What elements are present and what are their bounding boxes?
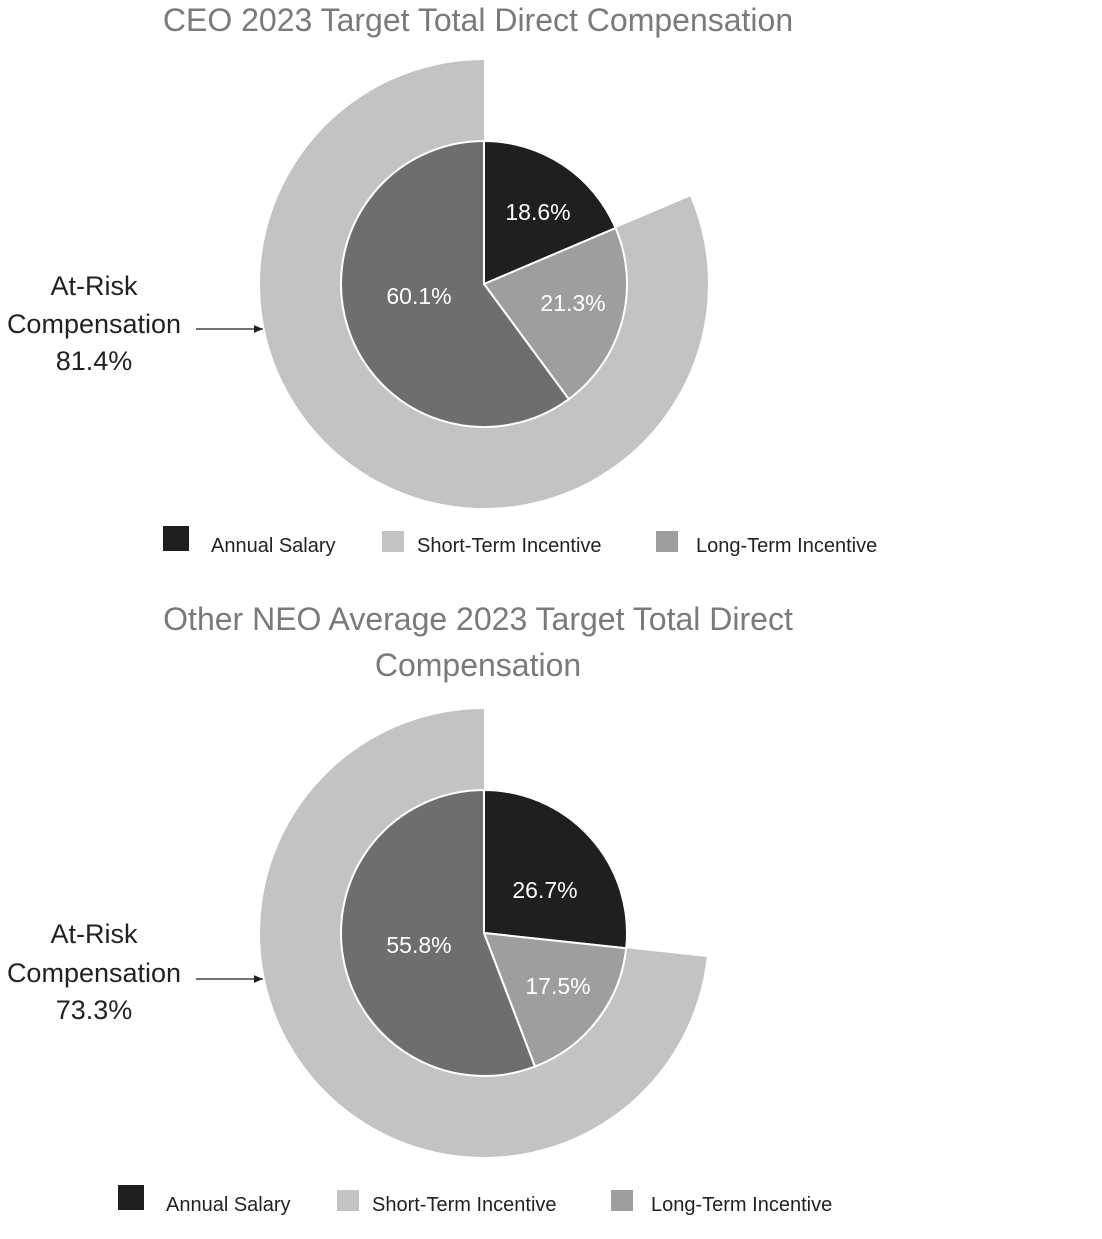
legend-label-short-term: Short-Term Incentive — [372, 1194, 557, 1216]
neo-slice-long-term — [340, 788, 537, 1077]
legend-swatch-short-term — [382, 531, 404, 552]
neo-chart: Other NEO Average 2023 Target Total Dire… — [7, 601, 832, 1216]
neo-callout-line1: At-Risk — [51, 919, 138, 949]
ceo-chart: CEO 2023 Target Total Direct Compensatio… — [7, 2, 877, 557]
ceo-outer-ring — [260, 60, 709, 508]
ceo-slice-long-term — [340, 139, 571, 428]
neo-slice-label-short-term: 17.5% — [525, 973, 590, 999]
legend-swatch-short-term — [337, 1190, 359, 1211]
neo-chart-title-line1: Other NEO Average 2023 Target Total Dire… — [163, 601, 793, 637]
ceo-legend: Annual Salary Short-Term Incentive Long-… — [163, 526, 877, 557]
neo-callout-line2: Compensation — [7, 958, 181, 988]
ceo-at-risk-callout: At-Risk Compensation 81.4% — [7, 271, 263, 376]
neo-chart-title-line2: Compensation — [375, 647, 581, 683]
ceo-outer-ring-at-risk — [260, 60, 709, 508]
ceo-slice-label-annual-salary: 18.6% — [505, 199, 570, 225]
neo-callout-value: 73.3% — [56, 995, 133, 1025]
ceo-slice-annual-salary — [483, 139, 617, 286]
legend-swatch-annual-salary — [163, 526, 189, 551]
legend-label-annual-salary: Annual Salary — [166, 1194, 291, 1216]
neo-slice-label-long-term: 55.8% — [386, 932, 451, 958]
legend-label-short-term: Short-Term Incentive — [417, 535, 602, 557]
ceo-callout-line1: At-Risk — [51, 271, 138, 301]
ceo-slice-label-long-term: 60.1% — [386, 283, 451, 309]
neo-outer-ring-at-risk — [260, 709, 707, 1157]
ceo-callout-line2: Compensation — [7, 309, 181, 339]
neo-slice-short-term — [482, 931, 628, 1068]
ceo-inner-pie — [340, 139, 628, 428]
legend-label-annual-salary: Annual Salary — [211, 535, 336, 557]
ceo-chart-title: CEO 2023 Target Total Direct Compensatio… — [163, 2, 793, 38]
legend-label-long-term: Long-Term Incentive — [696, 535, 877, 557]
neo-slice-annual-salary — [483, 788, 628, 950]
legend-swatch-annual-salary — [118, 1185, 144, 1210]
neo-slice-label-annual-salary: 26.7% — [512, 877, 577, 903]
neo-outer-ring — [260, 709, 707, 1157]
neo-inner-pie — [340, 788, 628, 1077]
legend-swatch-long-term — [656, 531, 678, 552]
ceo-slice-label-short-term: 21.3% — [540, 290, 605, 316]
legend-label-long-term: Long-Term Incentive — [651, 1194, 832, 1216]
legend-swatch-long-term — [611, 1190, 633, 1211]
neo-legend: Annual Salary Short-Term Incentive Long-… — [118, 1185, 832, 1216]
neo-at-risk-callout: At-Risk Compensation 73.3% — [7, 919, 263, 1025]
ceo-callout-value: 81.4% — [56, 346, 133, 376]
ceo-slice-short-term — [482, 226, 628, 401]
